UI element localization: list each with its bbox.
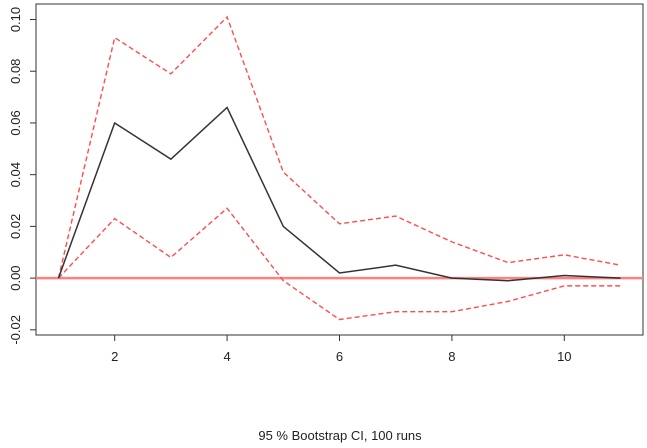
y-tick-label: 0.06 — [8, 110, 23, 135]
x-tick-label: 8 — [448, 349, 455, 364]
chart-caption: 95 % Bootstrap CI, 100 runs — [258, 428, 422, 443]
y-tick-label: 0.00 — [8, 265, 23, 290]
x-tick-label: 10 — [557, 349, 571, 364]
y-tick-label: 0.02 — [8, 214, 23, 239]
y-tick-label: 0.08 — [8, 59, 23, 84]
y-axis: -0.02 0.00 0.02 0.04 0.06 0.08 0.10 — [8, 7, 36, 345]
x-tick-label: 4 — [223, 349, 230, 364]
series-upper-line — [57, 15, 621, 279]
plot-frame — [35, 3, 644, 336]
y-tick-label: 0.10 — [8, 7, 23, 32]
series-lower-line — [57, 207, 621, 321]
x-tick-label: 2 — [111, 349, 118, 364]
series-layer — [36, 15, 643, 321]
x-tick-label: 6 — [336, 349, 343, 364]
x-axis: 2 4 6 8 10 — [111, 335, 572, 364]
y-tick-label: -0.02 — [8, 315, 23, 345]
y-tick-label: 0.04 — [8, 162, 23, 187]
series-estimate-line — [57, 106, 621, 282]
